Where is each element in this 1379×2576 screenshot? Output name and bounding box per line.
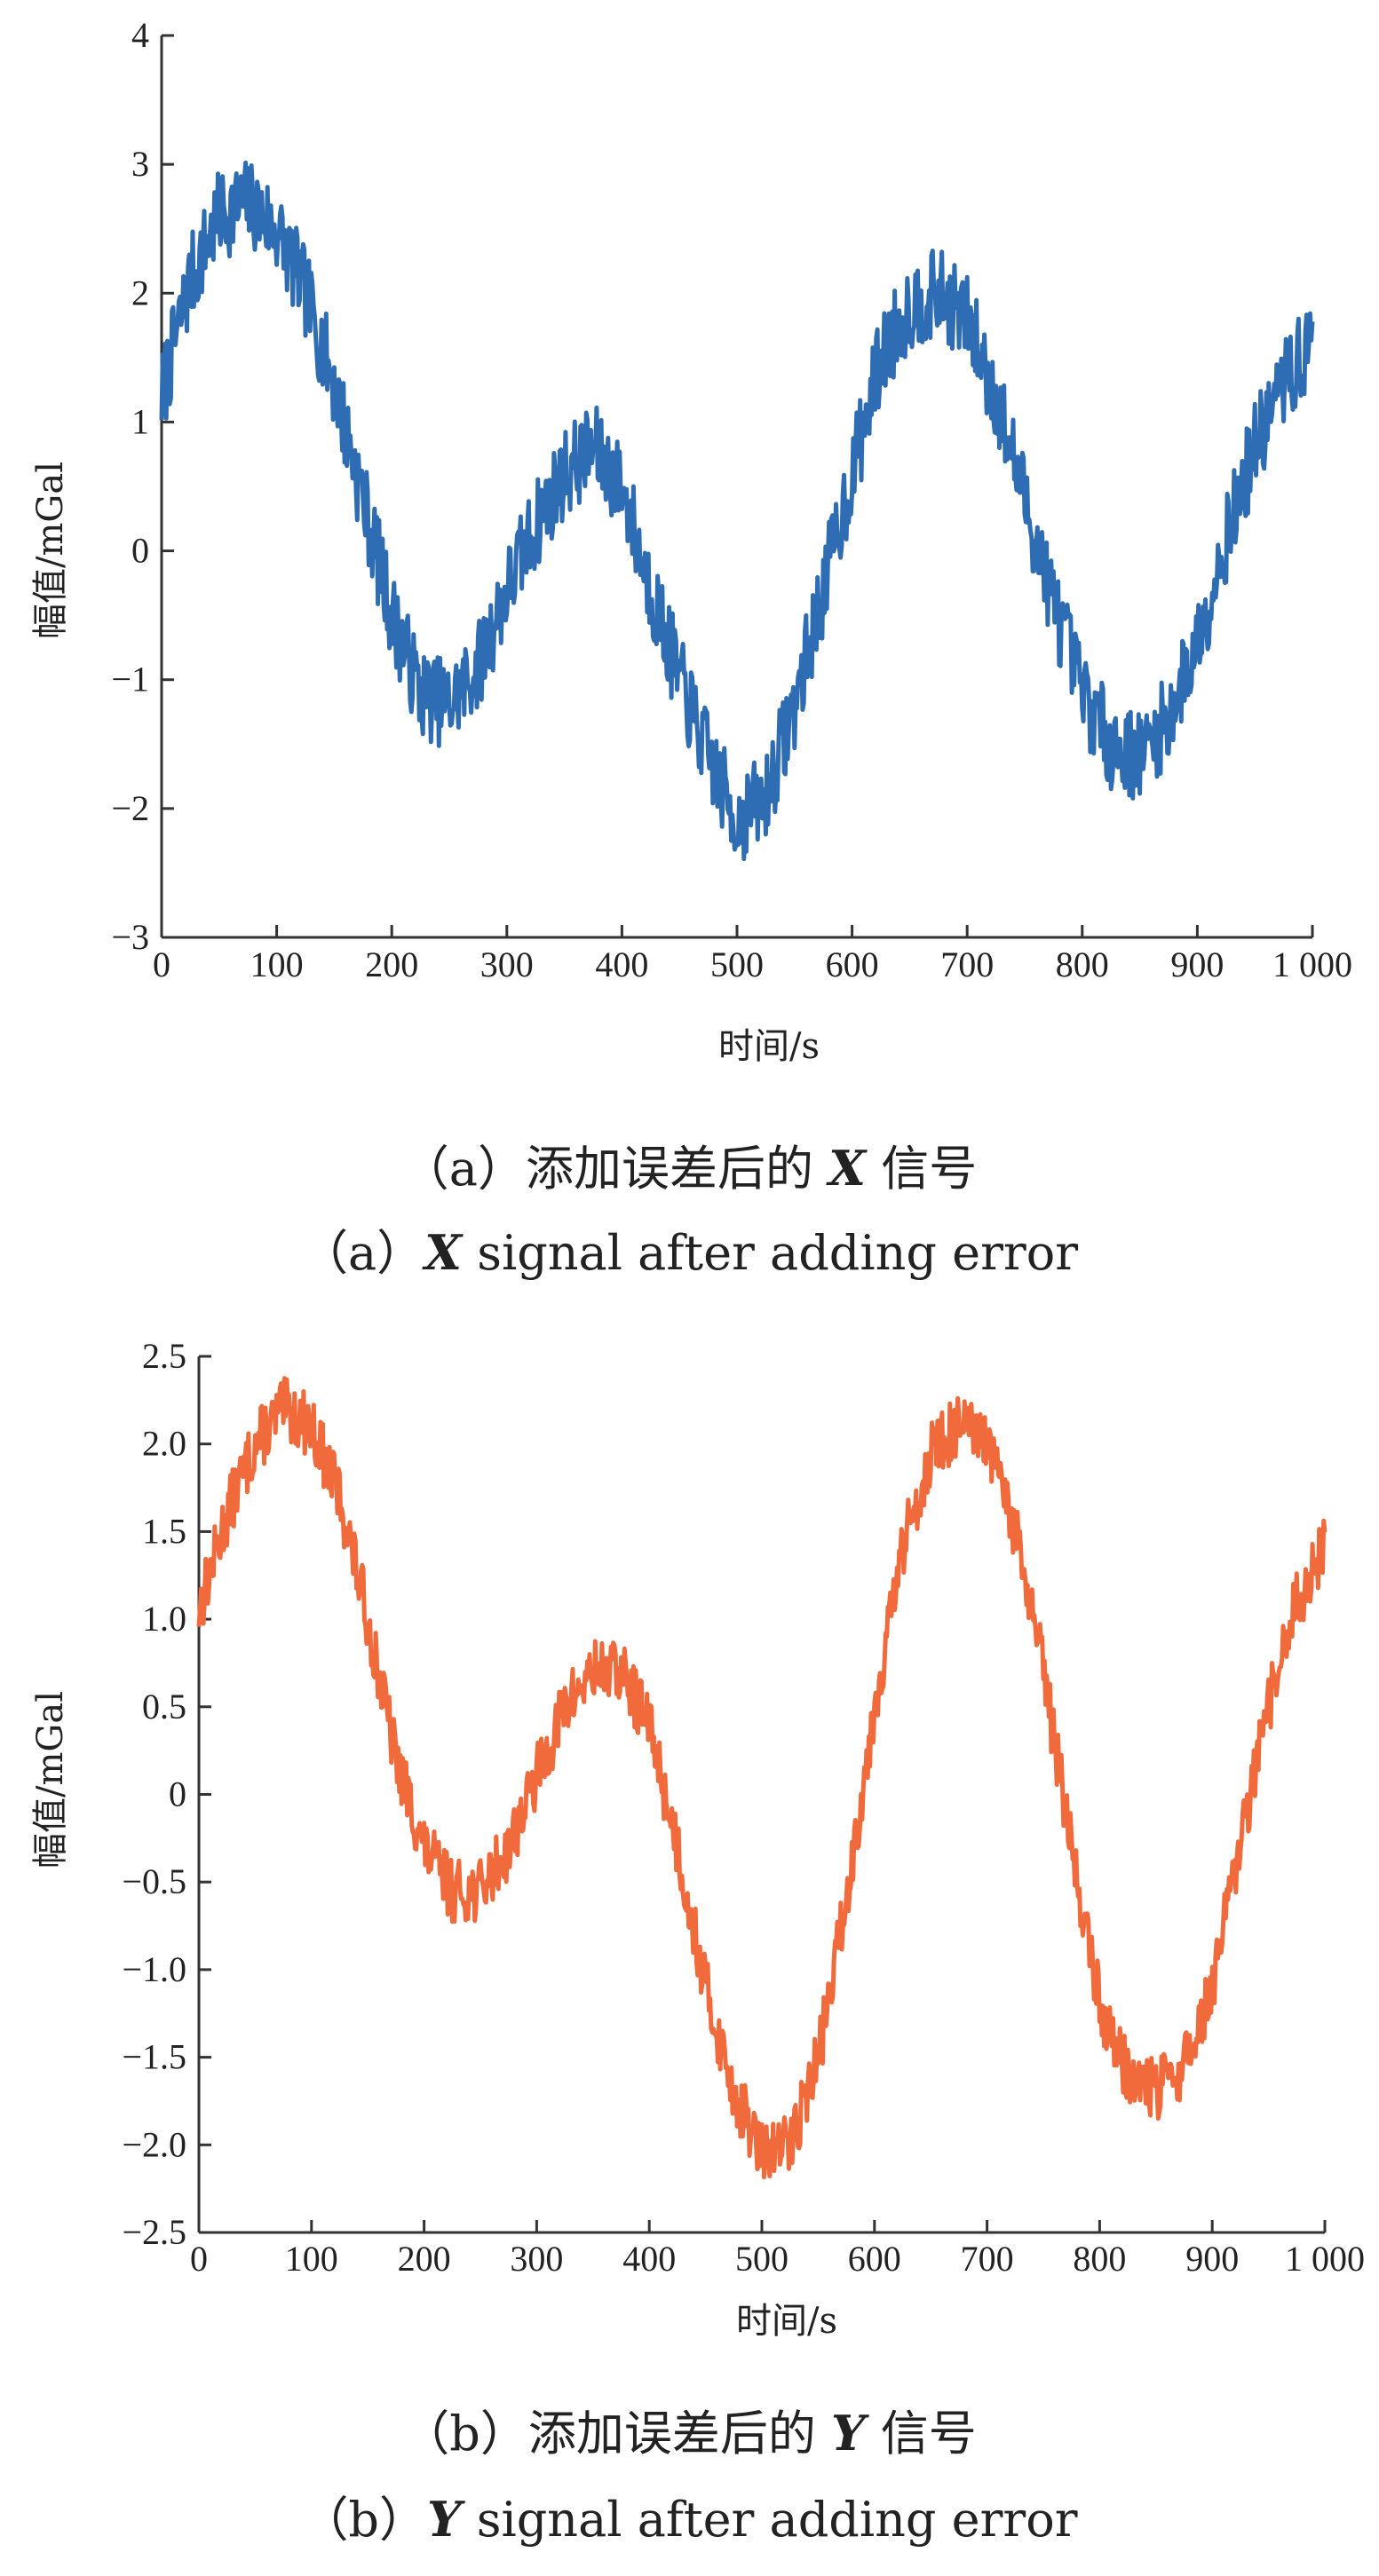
x-axis-label: 时间/s xyxy=(736,2301,837,2342)
caption-en-suffix: signal after adding error xyxy=(462,1225,1078,1281)
x-tick-label: 400 xyxy=(622,2239,676,2279)
x-tick-label: 0 xyxy=(153,944,170,984)
y-tick-label: −1.5 xyxy=(122,2037,186,2077)
x-tick-label: 700 xyxy=(940,944,994,984)
caption-cn-suffix: 信号 xyxy=(866,2406,977,2461)
x-tick-label: 800 xyxy=(1056,944,1109,984)
y-tick-label: −2.0 xyxy=(122,2124,186,2164)
y-tick-label: 2 xyxy=(131,273,149,312)
x-tick-label: 700 xyxy=(961,2239,1014,2279)
x-tick-label: 200 xyxy=(398,2239,451,2279)
caption-cn-y: （b）添加误差后的 Y 信号 xyxy=(401,2405,976,2461)
y-tick-label: −3 xyxy=(111,917,149,957)
x-tick-label: 900 xyxy=(1185,2239,1239,2279)
caption-en-prefix: （a） xyxy=(300,1225,424,1281)
y-tick-label: 2.0 xyxy=(142,1424,186,1464)
chart-x-signal-marks: 0 100 200 300 400 500 600 700 800 900 1 000 −3 −2 −1 0… xyxy=(111,15,1352,984)
series-line xyxy=(196,1376,1327,2180)
x-tick-label: 0 xyxy=(190,2239,208,2279)
x-tick-label: 900 xyxy=(1170,944,1224,984)
caption-en-prefix: （b） xyxy=(300,2492,427,2548)
caption-en-y: （b）Y signal after adding error xyxy=(300,2491,1077,2548)
y-tick-label: −0.5 xyxy=(122,1861,186,1901)
caption-en-var: X xyxy=(422,1224,464,1281)
x-tick-label: 800 xyxy=(1073,2239,1126,2279)
x-tick-label: 1 000 xyxy=(1285,2239,1365,2279)
y-tick-label: −1.0 xyxy=(122,1949,186,1989)
y-tick-label: −2 xyxy=(111,788,149,828)
y-tick-label: 0 xyxy=(169,1774,186,1814)
y-tick-label: 4 xyxy=(131,15,149,55)
y-tick-label: 1.0 xyxy=(142,1599,186,1639)
chart-y-signal-marks: 0 100 200 300 400 500 600 700 800 900 1 000 −2.5 −2.… xyxy=(122,1336,1365,2279)
y-tick-label: 0 xyxy=(131,531,149,571)
caption-cn-suffix: 信号 xyxy=(866,1141,977,1197)
x-axis-label: 时间/s xyxy=(718,1026,820,1067)
caption-en-suffix: signal after adding error xyxy=(462,2492,1078,2548)
x-tick-label: 100 xyxy=(285,2239,338,2279)
chart-x-signal: 0 100 200 300 400 500 600 700 800 900 1 000 −3 −2 −1 0… xyxy=(30,15,1352,1281)
y-axis-label: 幅值/mGal xyxy=(30,1691,71,1869)
caption-cn-var: X xyxy=(826,1140,868,1197)
x-tick-label: 400 xyxy=(595,944,648,984)
chart-y-signal: 0 100 200 300 400 500 600 700 800 900 1 000 −2.5 −2.… xyxy=(30,1336,1365,2548)
caption-en-x: （a）X signal after adding error xyxy=(300,1224,1078,1281)
x-tick-label: 100 xyxy=(250,944,304,984)
y-tick-label: 3 xyxy=(131,144,149,184)
caption-cn-prefix: （b）添加误差后的 xyxy=(401,2406,831,2461)
x-tick-label: 300 xyxy=(510,2239,563,2279)
series-line xyxy=(159,160,1315,862)
y-tick-label: 1.5 xyxy=(142,1511,186,1551)
y-tick-label: 2.5 xyxy=(142,1336,186,1376)
caption-cn-prefix: （a）添加误差后的 xyxy=(401,1141,828,1197)
caption-en-var: Y xyxy=(427,2491,465,2548)
y-axis-label: 幅值/mGal xyxy=(30,462,71,639)
x-tick-label: 300 xyxy=(480,944,534,984)
caption-cn-var: Y xyxy=(831,2405,869,2461)
x-tick-label: 600 xyxy=(826,944,879,984)
x-tick-label: 500 xyxy=(710,944,764,984)
y-tick-label: −2.5 xyxy=(122,2212,186,2252)
x-tick-label: 1 000 xyxy=(1272,944,1352,984)
x-tick-label: 200 xyxy=(365,944,418,984)
y-tick-label: −1 xyxy=(111,660,149,699)
x-tick-label: 500 xyxy=(735,2239,789,2279)
x-tick-label: 600 xyxy=(848,2239,901,2279)
caption-cn-x: （a）添加误差后的 X 信号 xyxy=(401,1140,977,1197)
y-tick-label: 1 xyxy=(131,401,149,441)
y-tick-label: 0.5 xyxy=(142,1687,186,1727)
